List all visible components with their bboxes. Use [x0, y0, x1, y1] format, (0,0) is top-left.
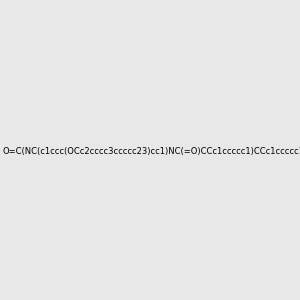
Text: O=C(NC(c1ccc(OCc2cccc3ccccc23)cc1)NC(=O)CCc1ccccc1)CCc1ccccc1: O=C(NC(c1ccc(OCc2cccc3ccccc23)cc1)NC(=O)… — [3, 147, 300, 156]
